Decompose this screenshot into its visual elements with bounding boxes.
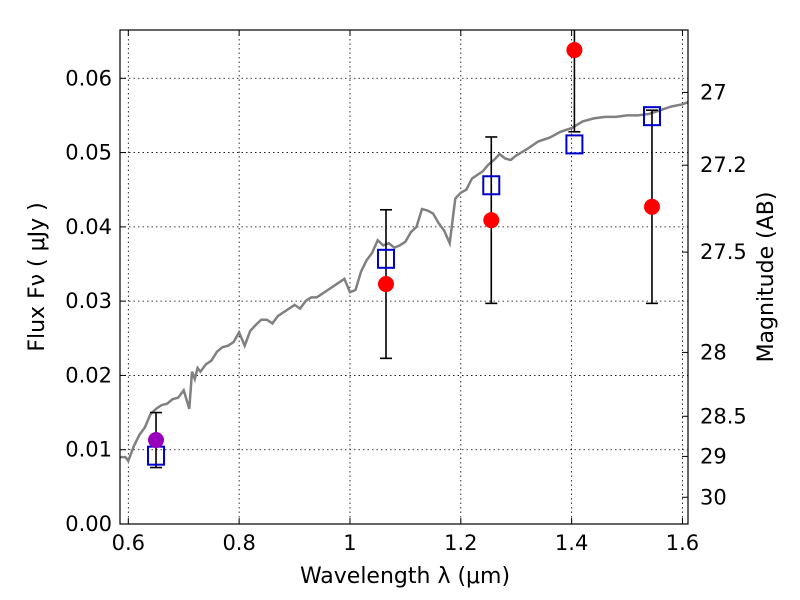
- measured-flux-point: [377, 276, 394, 293]
- mag-tick-label: 28.5: [700, 404, 747, 428]
- y-tick-label: 0.00: [65, 512, 112, 536]
- mag-tick-label: 27.2: [700, 153, 747, 177]
- model-flux-square: [565, 134, 584, 155]
- x-tick-label: 1.2: [444, 531, 477, 555]
- mag-tick-label: 27.5: [700, 240, 747, 264]
- model-flux-square: [482, 175, 501, 196]
- grid: [120, 30, 688, 524]
- y-tick-label: 0.02: [65, 363, 112, 387]
- markers: [147, 42, 661, 466]
- y-tick-label: 0.06: [65, 66, 112, 90]
- model-flux-square: [642, 106, 661, 127]
- model-flux-square: [376, 248, 395, 269]
- x-axis-label: Wavelength λ (μm): [300, 564, 510, 589]
- error-bars: [150, 30, 658, 469]
- optical-flux-point: [148, 432, 165, 449]
- mag-tick-label: 28: [700, 340, 727, 364]
- axis-ticks: 0.6 0.8 1 1.2 1.4 1.6 0.00 0.01 0.02 0.03 0.04 0.05…: [65, 30, 747, 555]
- plot-series: [120, 100, 689, 464]
- x-tick-label: 0.6: [112, 531, 145, 555]
- plot-frame: [119, 29, 689, 525]
- model-sed-line: [120, 100, 689, 464]
- mag-tick-label: 29: [700, 444, 727, 468]
- x-tick-label: 1.6: [666, 531, 699, 555]
- x-tick-label: 1: [343, 531, 356, 555]
- mag-tick-label: 30: [700, 485, 727, 509]
- y-axis-label-left: Flux Fν ( μJy ): [25, 202, 50, 351]
- mag-tick-label: 27: [700, 80, 727, 104]
- y-tick-label: 0.04: [65, 215, 112, 239]
- y-axis-label-right: Magnitude (AB): [754, 192, 779, 363]
- measured-flux-point: [643, 198, 660, 215]
- x-tick-label: 0.8: [222, 531, 255, 555]
- y-tick-label: 0.05: [65, 141, 112, 165]
- y-tick-label: 0.01: [65, 438, 112, 462]
- y-tick-label: 0.03: [65, 289, 112, 313]
- x-tick-label: 1.4: [555, 531, 588, 555]
- measured-flux-point: [483, 212, 500, 229]
- measured-flux-point: [566, 42, 583, 59]
